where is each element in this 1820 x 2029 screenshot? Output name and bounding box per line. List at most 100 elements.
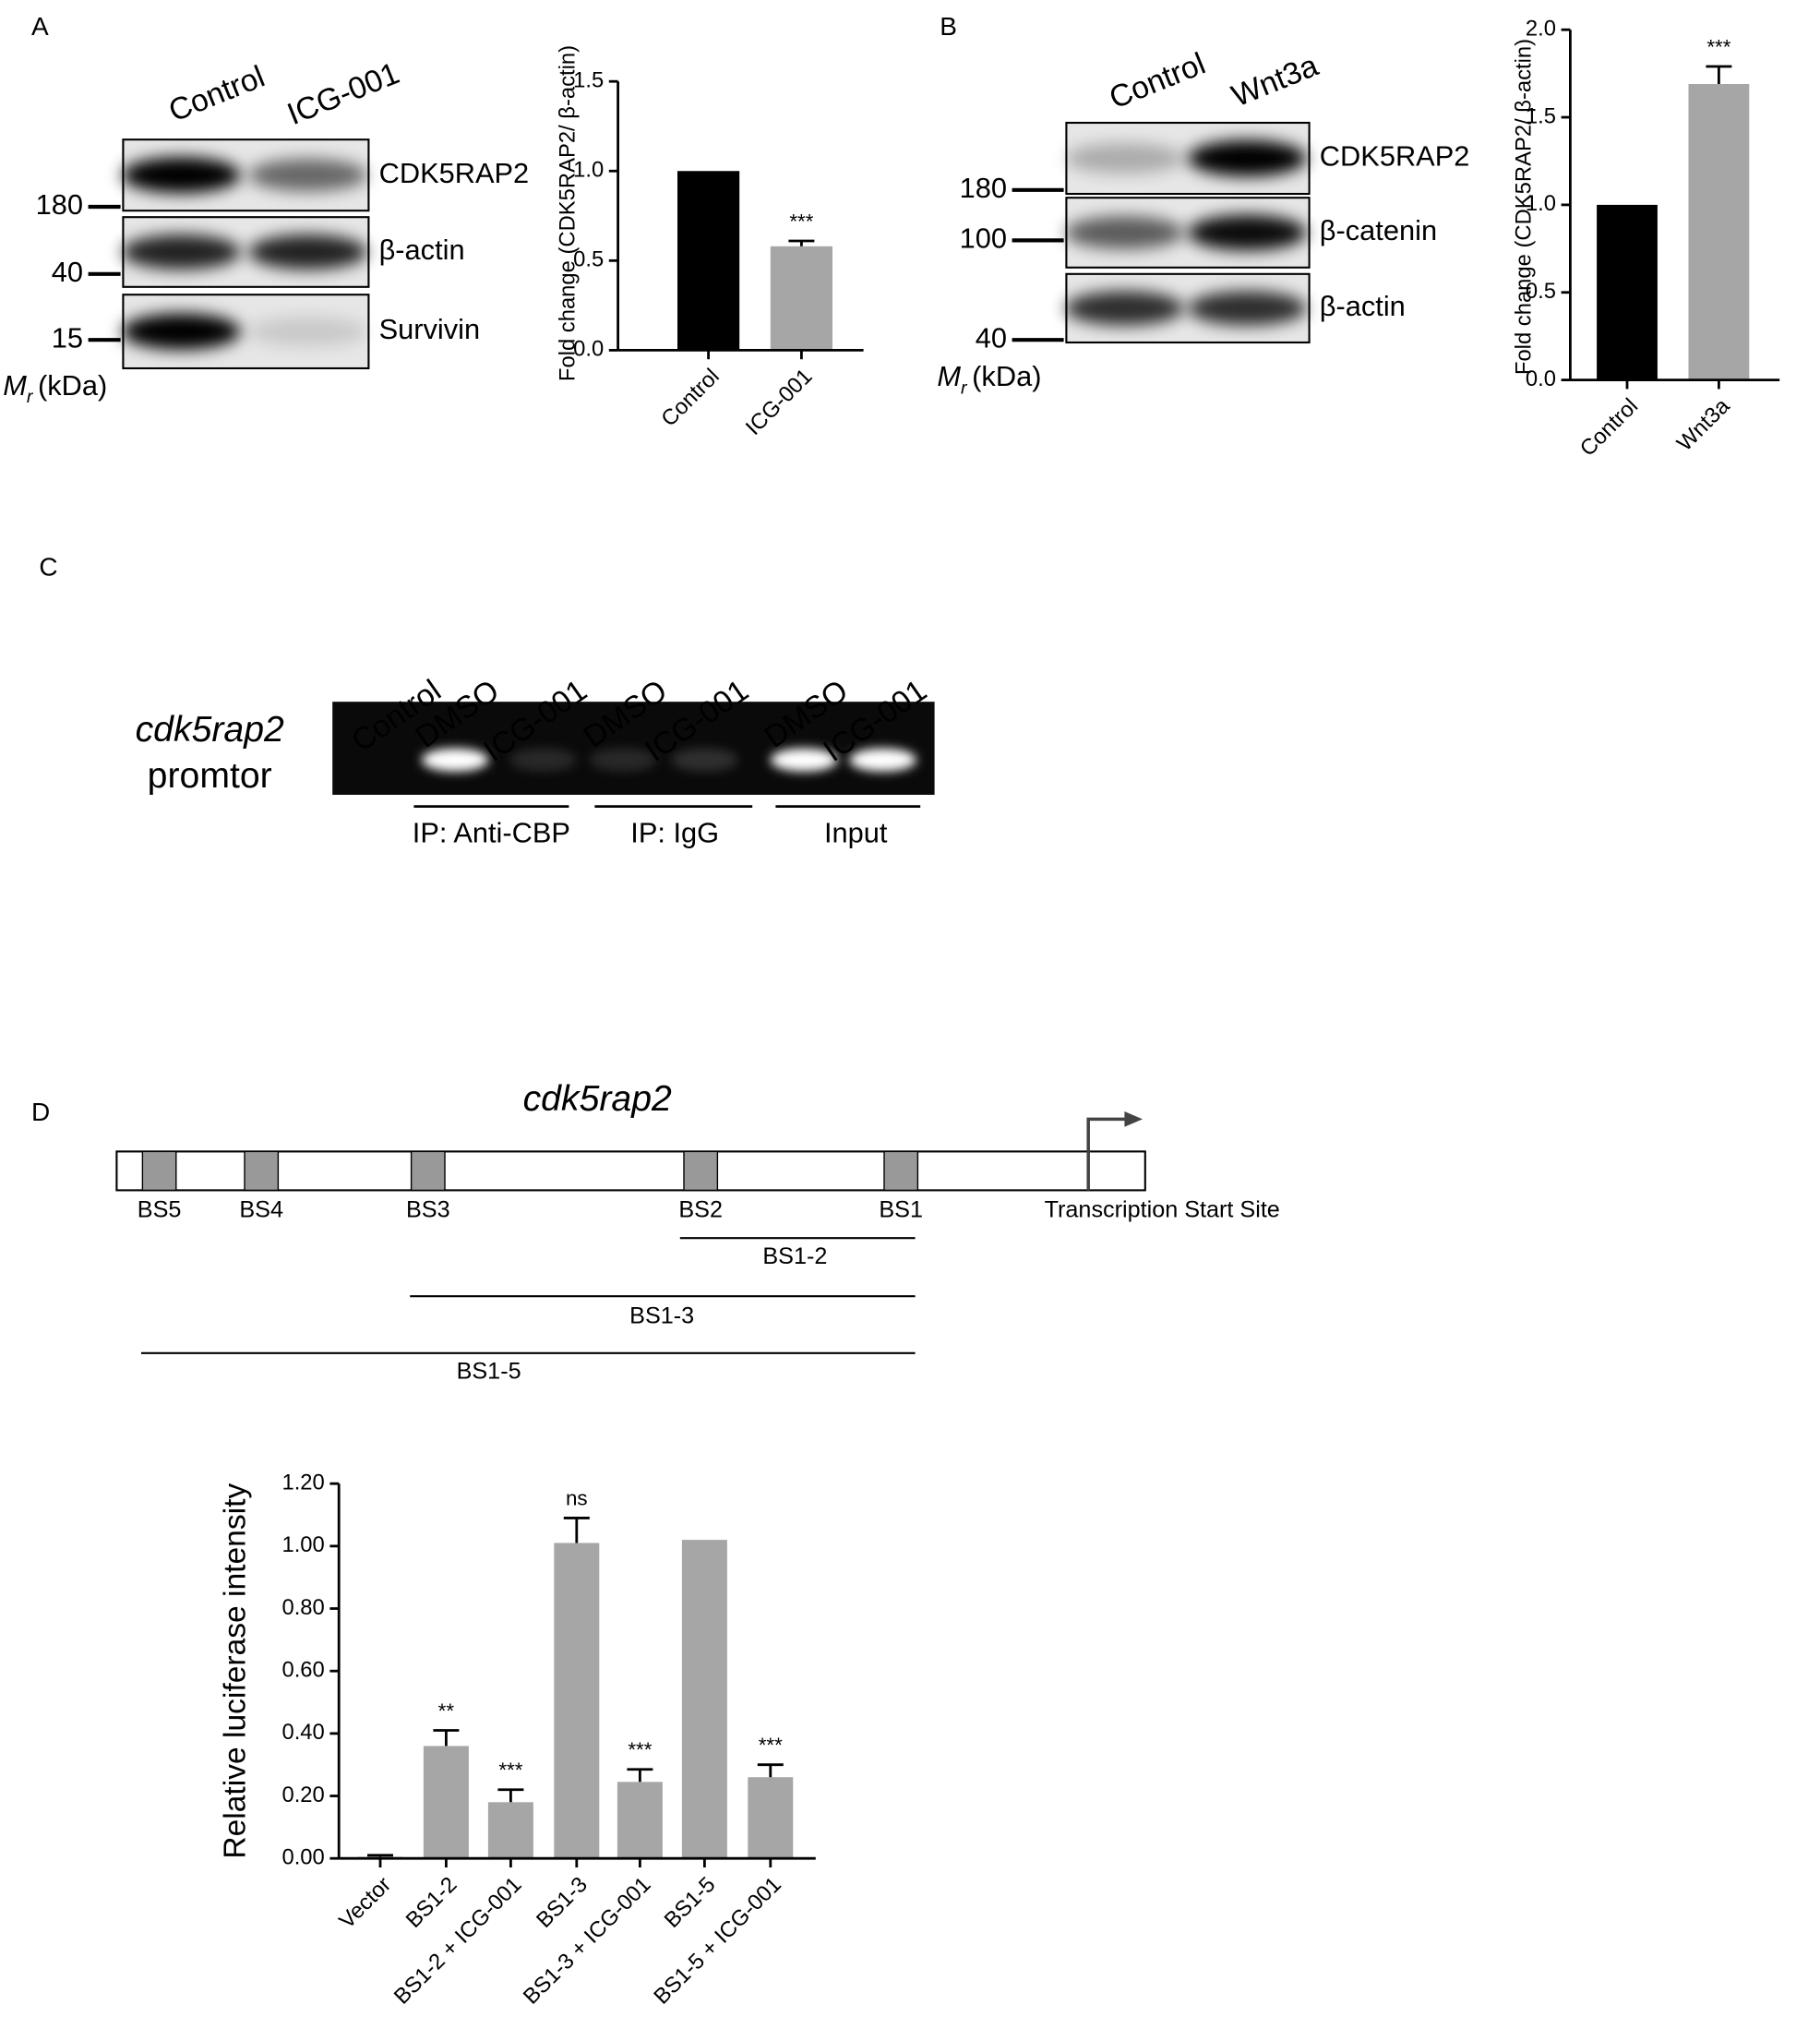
site-label: BS2 bbox=[678, 1196, 723, 1222]
site-label: BS4 bbox=[239, 1196, 283, 1222]
y-tick-label: 0.60 bbox=[281, 1657, 324, 1682]
error-bar bbox=[367, 1854, 394, 1857]
significance: ns bbox=[566, 1487, 588, 1510]
x-tick-label: BS1-5 + ICG-001 bbox=[649, 1872, 786, 2010]
tss-arrow bbox=[1086, 1117, 1128, 1191]
bar bbox=[423, 1746, 469, 1859]
panel-label: B bbox=[940, 12, 957, 41]
marker-label: 40 bbox=[976, 321, 1007, 354]
binding-site bbox=[883, 1150, 919, 1192]
y-tick-label: 0.00 bbox=[281, 1844, 324, 1869]
x-tick-label: Wnt3a bbox=[1672, 393, 1735, 456]
bar bbox=[770, 246, 832, 351]
binding-site bbox=[244, 1150, 280, 1192]
mr-symbol: M bbox=[937, 360, 961, 392]
fragment-label: BS1-5 bbox=[457, 1358, 521, 1384]
panel-label: C bbox=[39, 552, 57, 581]
site-label: BS3 bbox=[406, 1196, 450, 1222]
y-axis-label: Relative luciferase intensity bbox=[218, 1483, 252, 1859]
binding-site bbox=[683, 1150, 719, 1192]
bar bbox=[1688, 84, 1750, 380]
blot-band bbox=[248, 158, 367, 192]
x-tick-label: BS1-5 bbox=[660, 1872, 721, 1933]
lane-label: Control bbox=[1105, 47, 1210, 116]
x-tick-label: BS1-2 bbox=[401, 1872, 462, 1933]
lane-label: ICG-001 bbox=[282, 56, 404, 132]
y-tick-label: 0.5 bbox=[1526, 279, 1556, 304]
protein-label: Survivin bbox=[379, 313, 481, 345]
marker-label: 100 bbox=[960, 222, 1007, 255]
bar bbox=[1597, 204, 1658, 380]
gel-group: IP: IgG bbox=[630, 817, 719, 849]
tss-arrowhead bbox=[1124, 1111, 1143, 1127]
blot-band bbox=[122, 157, 241, 194]
y-tick-label: 1.0 bbox=[573, 158, 604, 183]
marker-label: 15 bbox=[52, 321, 83, 354]
y-tick-label: 1.00 bbox=[281, 1532, 324, 1557]
blot-band bbox=[122, 313, 241, 350]
x-tick-label: Control bbox=[1575, 393, 1643, 461]
tss-label: Transcription Start Site bbox=[1045, 1196, 1280, 1222]
gel-target: cdk5rap2 bbox=[136, 710, 284, 750]
lane-label: Wnt3a bbox=[1227, 49, 1323, 114]
blot-band bbox=[1188, 291, 1307, 326]
site-label: BS5 bbox=[138, 1196, 182, 1222]
mr-label: Mr (kDa) bbox=[937, 360, 1041, 398]
y-tick-label: 0.0 bbox=[573, 337, 604, 362]
y-tick-label: 1.0 bbox=[1526, 191, 1556, 216]
y-tick-label: 1.5 bbox=[1526, 103, 1556, 128]
x-tick-label: Control bbox=[656, 364, 724, 431]
protein-label: β-actin bbox=[379, 234, 465, 266]
protein-label: β-catenin bbox=[1320, 214, 1437, 246]
y-tick-label: 1.20 bbox=[281, 1470, 324, 1495]
protein-label: CDK5RAP2 bbox=[1320, 140, 1470, 173]
blot-band bbox=[248, 317, 367, 347]
significance: *** bbox=[628, 1738, 652, 1761]
marker-label: 180 bbox=[960, 172, 1007, 204]
lane-label: Control bbox=[164, 60, 269, 129]
mr-unit: (kDa) bbox=[972, 360, 1041, 392]
bar bbox=[554, 1543, 600, 1859]
panel-label: D bbox=[31, 1098, 50, 1126]
error-bar bbox=[497, 1788, 524, 1803]
blot-band bbox=[248, 234, 367, 270]
bar bbox=[617, 1782, 663, 1859]
binding-site bbox=[410, 1150, 446, 1192]
panel-label: A bbox=[31, 12, 49, 41]
binding-site bbox=[141, 1150, 177, 1192]
error-bar bbox=[757, 1763, 784, 1778]
significance: *** bbox=[1706, 35, 1730, 58]
significance: *** bbox=[789, 210, 813, 233]
marker-label: 180 bbox=[36, 188, 83, 221]
error-bar bbox=[433, 1729, 460, 1747]
blot-band bbox=[1188, 214, 1307, 251]
error-bar bbox=[1706, 65, 1732, 85]
gel-band bbox=[509, 748, 577, 772]
marker-label: 40 bbox=[52, 256, 83, 288]
gel-band bbox=[421, 748, 489, 772]
mr-symbol: M bbox=[3, 369, 27, 402]
gel-band bbox=[849, 748, 916, 772]
mr-subscript: r bbox=[961, 378, 968, 399]
protein-label: β-actin bbox=[1320, 290, 1406, 322]
mr-subscript: r bbox=[27, 387, 34, 407]
fragment-label: BS1-3 bbox=[629, 1303, 694, 1328]
y-tick-label: 0.5 bbox=[573, 247, 604, 272]
blot-band bbox=[1065, 216, 1184, 249]
mr-label: Mr (kDa) bbox=[3, 369, 107, 407]
protein-label: CDK5RAP2 bbox=[379, 157, 530, 189]
blot-band bbox=[1065, 291, 1184, 326]
fragment-label: BS1-2 bbox=[762, 1243, 827, 1269]
x-tick-label: ICG-001 bbox=[741, 364, 818, 440]
significance: ** bbox=[438, 1699, 455, 1723]
gene-name: cdk5rap2 bbox=[523, 1079, 672, 1119]
y-tick-label: 0.20 bbox=[281, 1783, 324, 1807]
blot-band bbox=[122, 234, 241, 270]
bar bbox=[677, 171, 740, 351]
y-axis-label: Fold change (CDK5RAP2/ β-actin) bbox=[556, 45, 581, 381]
bar bbox=[681, 1540, 727, 1859]
y-axis-label: Fold change (CDK5RAP2/ β-actin) bbox=[1512, 39, 1537, 375]
gel-group: IP: Anti-CBP bbox=[413, 817, 570, 849]
promoter-bar bbox=[115, 1150, 1146, 1192]
